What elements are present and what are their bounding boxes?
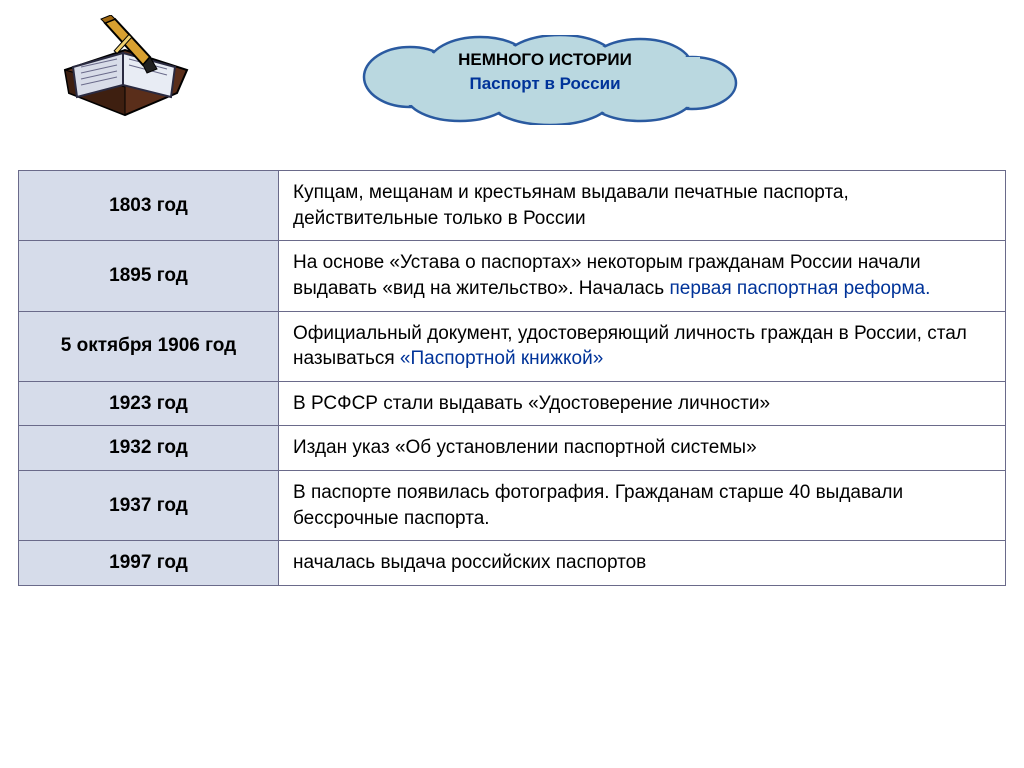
table-row: 1937 год В паспорте появилась фотография…: [19, 471, 1006, 541]
cloud-title-line2: Паспорт в России: [340, 72, 750, 96]
desc-cell: В паспорте появилась фотография. Граждан…: [279, 471, 1006, 541]
year-cell: 5 октября 1906 год: [19, 311, 279, 381]
year-cell: 1895 год: [19, 241, 279, 311]
table-row: 1895 год На основе «Устава о паспортах» …: [19, 241, 1006, 311]
table-row: 1923 год В РСФСР стали выдавать «Удостов…: [19, 381, 1006, 426]
desc-cell: Купцам, мещанам и крестьянам выдавали пе…: [279, 171, 1006, 241]
year-cell: 1923 год: [19, 381, 279, 426]
year-cell: 1997 год: [19, 541, 279, 586]
history-table: 1803 год Купцам, мещанам и крестьянам вы…: [18, 170, 1006, 586]
table-row: 5 октября 1906 год Официальный документ,…: [19, 311, 1006, 381]
year-cell: 1932 год: [19, 426, 279, 471]
desc-cell: Официальный документ, удостоверяющий лич…: [279, 311, 1006, 381]
desc-cell: На основе «Устава о паспортах» некоторым…: [279, 241, 1006, 311]
cloud-title: НЕМНОГО ИСТОРИИ Паспорт в России: [340, 48, 750, 96]
desc-cell: началась выдача российских паспортов: [279, 541, 1006, 586]
cloud-title-line1: НЕМНОГО ИСТОРИИ: [340, 48, 750, 72]
header: НЕМНОГО ИСТОРИИ Паспорт в России: [0, 0, 1024, 160]
table-row: 1997 год началась выдача российских пасп…: [19, 541, 1006, 586]
ledger-icon: [55, 15, 195, 125]
year-cell: 1937 год: [19, 471, 279, 541]
table-row: 1803 год Купцам, мещанам и крестьянам вы…: [19, 171, 1006, 241]
year-cell: 1803 год: [19, 171, 279, 241]
table-row: 1932 год Издан указ «Об установлении пас…: [19, 426, 1006, 471]
desc-cell: Издан указ «Об установлении паспортной с…: [279, 426, 1006, 471]
desc-cell: В РСФСР стали выдавать «Удостоверение ли…: [279, 381, 1006, 426]
